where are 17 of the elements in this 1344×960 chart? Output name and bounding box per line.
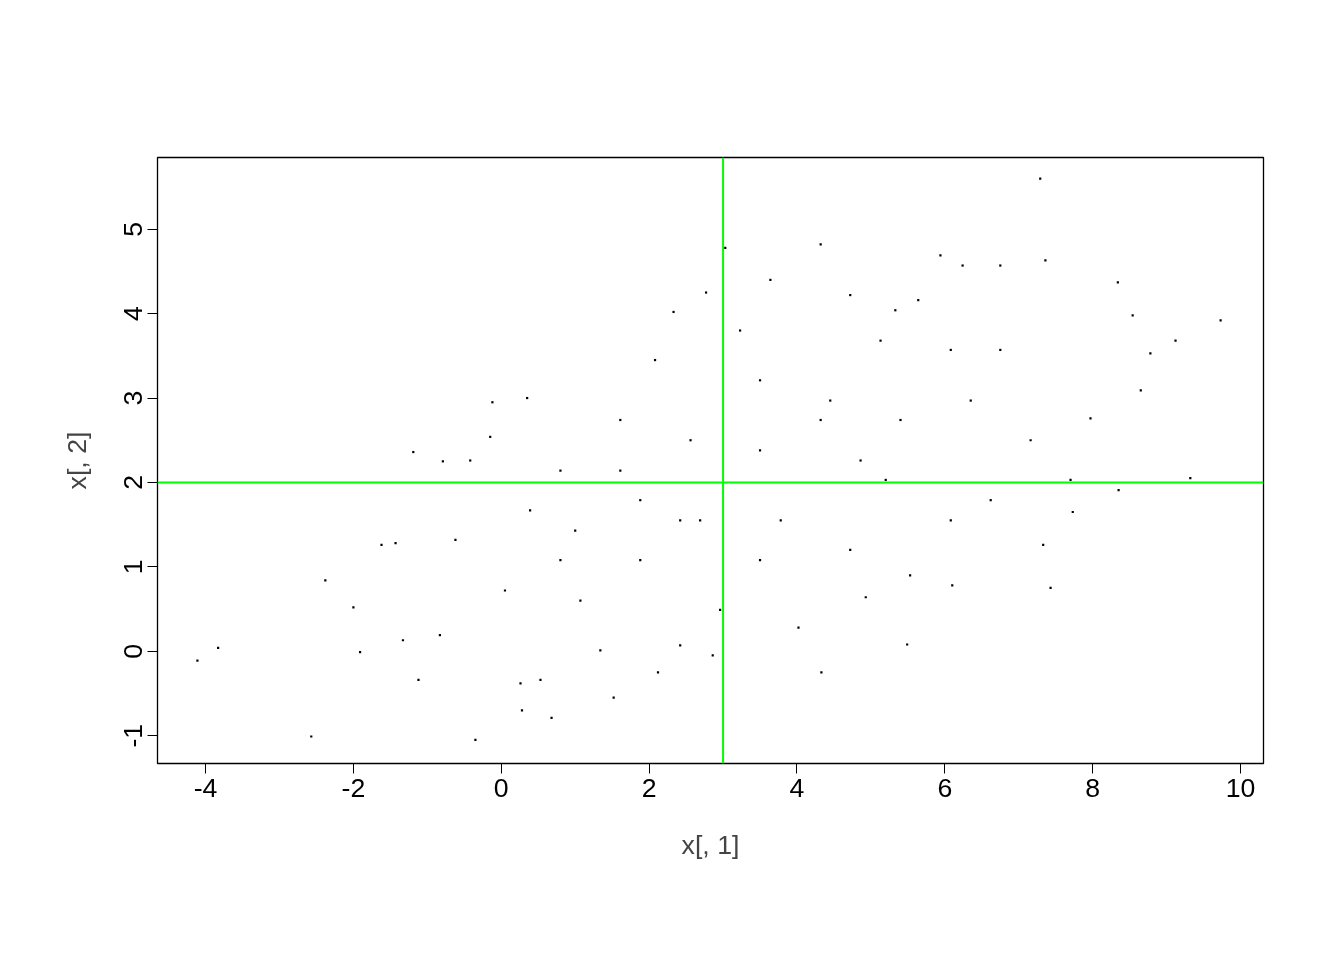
y-axis-title: x[, 2] [61,431,92,490]
y-tick-label: 0 [118,643,149,659]
y-tick-label: 3 [118,390,149,406]
x-tick-label: -4 [193,772,218,803]
y-tick-label: 4 [118,306,149,322]
x-tick-label: 0 [493,772,509,803]
y-tick-label: 5 [118,221,149,237]
y-tick-label: 1 [118,559,149,575]
x-tick-label: -2 [341,772,366,803]
x-tick-label: 10 [1225,772,1256,803]
y-tick-label: -1 [118,723,149,748]
x-tick-label: 8 [1085,772,1101,803]
x-tick-label: 2 [641,772,657,803]
x-tick-label: 6 [937,772,953,803]
x-tick-label: 4 [789,772,805,803]
x-axis-title: x[, 1] [681,829,740,860]
y-tick-label: 2 [118,475,149,490]
